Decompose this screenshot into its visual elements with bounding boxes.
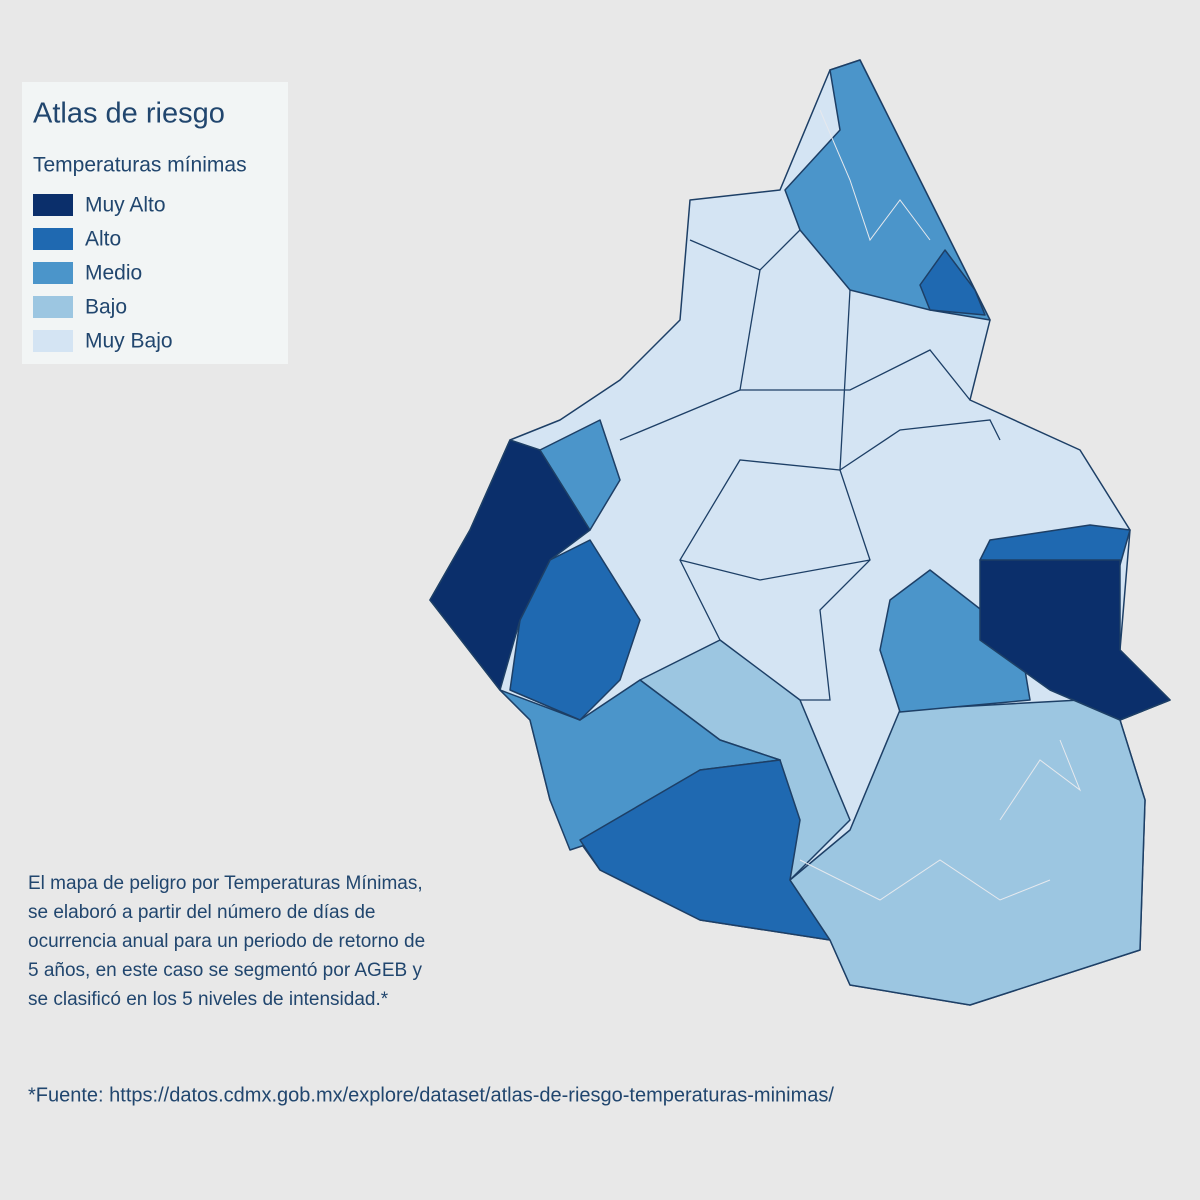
legend-swatch bbox=[33, 228, 73, 250]
legend-swatch bbox=[33, 262, 73, 284]
legend: Muy Alto Alto Medio Bajo Muy Bajo bbox=[33, 194, 173, 353]
source: *Fuente: https://datos.cdmx.gob.mx/explo… bbox=[28, 1084, 834, 1106]
legend-label: Alto bbox=[85, 228, 121, 251]
district-border bbox=[800, 469, 871, 701]
region bbox=[919, 249, 986, 316]
block-lines bbox=[999, 739, 1082, 821]
description-line: 5 años, en este caso se segmentó por AGE… bbox=[28, 960, 422, 981]
district-border bbox=[839, 419, 1001, 471]
description-line: El mapa de peligro por Temperaturas Míni… bbox=[28, 873, 423, 894]
legend-label: Bajo bbox=[85, 296, 127, 319]
region bbox=[979, 524, 1131, 566]
map bbox=[429, 59, 1171, 1006]
legend-label: Muy Alto bbox=[85, 194, 166, 217]
district-border bbox=[740, 349, 971, 401]
block-lines bbox=[819, 109, 931, 242]
region bbox=[539, 419, 621, 531]
region bbox=[979, 559, 1171, 721]
region bbox=[784, 59, 991, 321]
district-border bbox=[679, 289, 851, 641]
description-line: ocurrencia anual para un periodo de reto… bbox=[28, 931, 425, 952]
region bbox=[789, 699, 1146, 1006]
legend-subtitle: Temperaturas mínimas bbox=[33, 154, 247, 177]
description-line: se elaboró a partir del número de días d… bbox=[28, 902, 376, 923]
description: El mapa de peligro por Temperaturas Míni… bbox=[28, 873, 425, 1010]
legend-swatch bbox=[33, 296, 73, 318]
block-lines bbox=[799, 859, 1051, 901]
description-line: se clasificó en los 5 niveles de intensi… bbox=[28, 989, 389, 1010]
district-border bbox=[679, 559, 871, 581]
legend-swatch bbox=[33, 330, 73, 352]
legend-label: Medio bbox=[85, 262, 142, 285]
legend-swatch bbox=[33, 194, 73, 216]
legend-title: Atlas de riesgo bbox=[33, 98, 225, 130]
legend-label: Muy Bajo bbox=[85, 330, 173, 353]
region bbox=[879, 569, 1031, 713]
